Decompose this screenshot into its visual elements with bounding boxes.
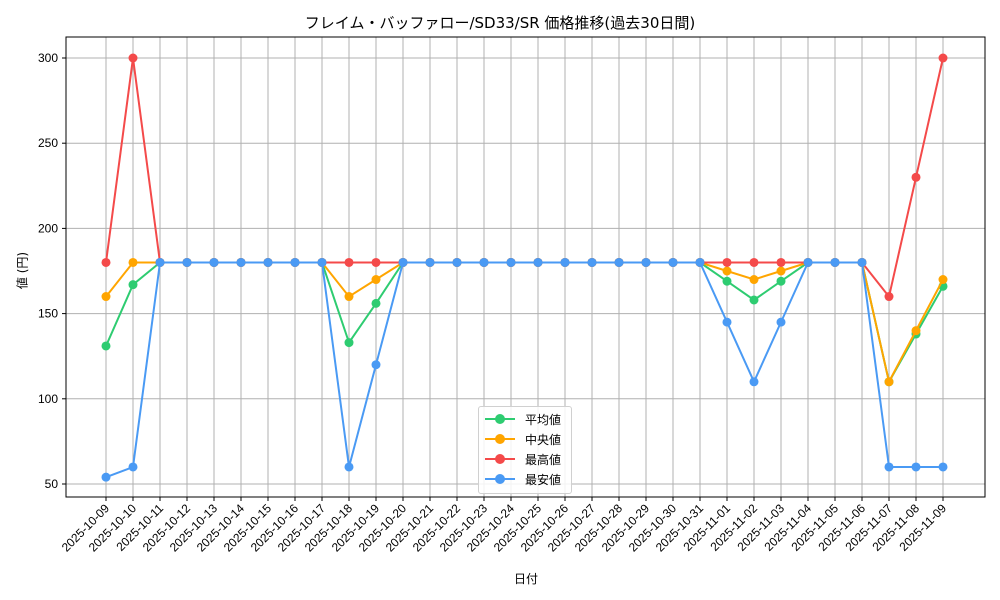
data-point <box>155 257 165 267</box>
data-point <box>884 292 894 302</box>
x-axis-ticks: 2025-10-092025-10-102025-10-112025-10-12… <box>59 497 949 555</box>
data-point <box>371 298 381 308</box>
data-point <box>128 280 138 290</box>
data-point <box>722 317 732 327</box>
data-point <box>506 257 516 267</box>
data-point <box>452 257 462 267</box>
data-point <box>101 257 111 267</box>
data-point <box>128 53 138 63</box>
data-point <box>371 360 381 370</box>
legend-marker-icon <box>495 454 505 464</box>
data-point <box>344 462 354 472</box>
legend-label: 中央値 <box>525 433 562 447</box>
data-point <box>128 462 138 472</box>
data-point <box>803 257 813 267</box>
x-axis-label: 日付 <box>513 572 538 586</box>
data-point <box>263 257 273 267</box>
data-point <box>560 257 570 267</box>
legend-marker-icon <box>495 414 505 424</box>
y-tick-label: 250 <box>38 136 58 150</box>
legend-item-min: 最安値 <box>479 469 571 489</box>
y-axis-ticks: 50 100 150 200 250 300 <box>38 51 66 491</box>
data-point <box>101 292 111 302</box>
data-point <box>776 266 786 276</box>
legend-marker-icon <box>495 434 505 444</box>
data-point <box>371 275 381 285</box>
chart-title: フレイム・バッファロー/SD33/SR 価格推移(過去30日間) <box>304 14 696 32</box>
data-point <box>911 172 921 182</box>
data-point <box>641 257 651 267</box>
data-point <box>749 377 759 387</box>
y-axis-label: 値 (円) <box>15 251 30 290</box>
data-point <box>533 257 543 267</box>
data-point <box>749 257 759 267</box>
data-point <box>290 257 300 267</box>
legend-marker-icon <box>495 474 505 484</box>
series-line <box>101 257 948 387</box>
data-point <box>938 275 948 285</box>
data-point <box>911 462 921 472</box>
data-point <box>668 257 678 267</box>
data-point <box>101 341 111 351</box>
data-point <box>776 257 786 267</box>
data-point <box>209 257 219 267</box>
data-point <box>587 257 597 267</box>
data-point <box>614 257 624 267</box>
data-point <box>695 257 705 267</box>
series-line <box>101 257 948 387</box>
data-point <box>938 53 948 63</box>
data-point <box>749 295 759 305</box>
data-point <box>857 257 867 267</box>
y-tick-label: 100 <box>38 392 58 406</box>
legend-label: 平均値 <box>525 413 562 427</box>
data-point <box>722 257 732 267</box>
data-point <box>884 462 894 472</box>
data-point <box>776 317 786 327</box>
plot-frame <box>65 36 986 498</box>
data-point <box>317 257 327 267</box>
legend: 平均値 中央値 最高値 最安値 <box>478 406 572 494</box>
data-point <box>371 257 381 267</box>
legend-label: 最安値 <box>525 473 562 487</box>
data-point <box>101 472 111 482</box>
data-point <box>722 266 732 276</box>
data-point <box>911 326 921 336</box>
data-point <box>128 257 138 267</box>
data-point <box>344 338 354 348</box>
data-point <box>344 257 354 267</box>
legend-item-average: 平均値 <box>479 409 571 429</box>
legend-label: 最高値 <box>525 453 562 467</box>
data-point <box>425 257 435 267</box>
legend-item-median: 中央値 <box>479 429 571 449</box>
data-point <box>182 257 192 267</box>
data-point <box>830 257 840 267</box>
data-point <box>722 276 732 286</box>
y-tick-label: 200 <box>38 221 58 235</box>
y-tick-label: 50 <box>45 477 59 491</box>
data-point <box>398 257 408 267</box>
data-point <box>776 276 786 286</box>
data-point <box>938 462 948 472</box>
y-tick-label: 300 <box>38 51 58 65</box>
data-point <box>479 257 489 267</box>
data-point <box>749 275 759 285</box>
series-line <box>101 53 948 302</box>
data-point <box>884 377 894 387</box>
series-line <box>101 257 948 482</box>
legend-item-max: 最高値 <box>479 449 571 469</box>
y-tick-label: 150 <box>38 307 58 321</box>
data-series <box>101 53 948 482</box>
data-point <box>236 257 246 267</box>
data-point <box>344 292 354 302</box>
